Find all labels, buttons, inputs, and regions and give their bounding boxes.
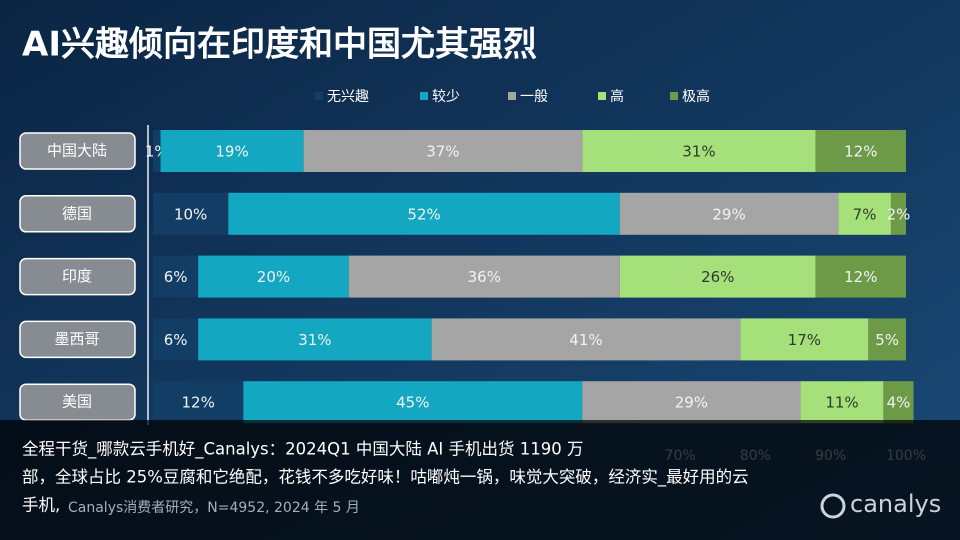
y-tick-label: 墨西哥 — [54, 330, 99, 348]
data-label: 7% — [853, 205, 877, 223]
data-label: 20% — [257, 268, 290, 286]
data-label: 17% — [788, 331, 821, 349]
data-label: 41% — [569, 331, 602, 349]
bar-segment — [153, 381, 244, 424]
bar-segment — [153, 318, 199, 361]
bar-segment — [243, 381, 583, 424]
bar-segment — [228, 192, 620, 235]
bar-segment — [582, 381, 801, 424]
data-label: 12% — [844, 143, 877, 161]
bar-segment — [815, 255, 906, 298]
bar-segment — [800, 381, 884, 424]
bar-segment — [198, 318, 432, 361]
logo-icon — [820, 493, 846, 519]
bar-segment — [198, 255, 349, 298]
bar-segment — [815, 130, 906, 172]
legend-label: 极高 — [682, 88, 710, 105]
bar-segment — [431, 318, 741, 361]
data-label: 12% — [182, 394, 215, 412]
legend-swatch — [670, 92, 678, 100]
legend-swatch — [420, 92, 428, 100]
y-tick-label: 德国 — [62, 204, 92, 222]
bar-segment — [883, 381, 914, 424]
caption-line: 全程干货_哪款云手机好_Canalys：2024Q1 中国大陆 AI 手机出货 … — [22, 440, 584, 460]
category-box — [19, 257, 136, 296]
bar-segment — [153, 255, 199, 298]
bar-segment — [303, 130, 583, 172]
bar-segment — [153, 130, 161, 172]
y-tick-label: 美国 — [62, 393, 92, 411]
data-label: 29% — [675, 394, 708, 412]
data-label: 19% — [215, 143, 248, 161]
bar-segment — [582, 130, 816, 172]
legend-label: 无兴趣 — [327, 89, 369, 105]
bar-segment — [619, 255, 816, 298]
legend-label: 一般 — [520, 89, 548, 105]
bar-segment — [619, 192, 839, 235]
caption-line: 手机, — [22, 496, 60, 515]
data-label: 45% — [396, 394, 429, 412]
data-label: 52% — [407, 205, 440, 223]
data-label: 26% — [701, 268, 734, 286]
bar-segment — [740, 318, 869, 361]
y-tick-label: 中国大陆 — [47, 142, 107, 160]
bar-segment — [868, 318, 906, 361]
legend-swatch — [508, 92, 516, 100]
data-label: 12% — [844, 268, 877, 286]
data-label: 31% — [682, 143, 715, 161]
caption-line: 部，全球占比 25%豆腐和它绝配，花钱不多吃好味！咕嘟炖一锅，味觉大突破，经济实… — [22, 468, 749, 488]
category-box — [19, 132, 136, 170]
data-label: 6% — [164, 331, 188, 349]
data-label: 6% — [164, 268, 188, 286]
legend-label: 较少 — [432, 89, 460, 105]
y-tick-label: 印度 — [62, 267, 92, 285]
data-label: 5% — [875, 331, 899, 349]
bar-segment — [890, 192, 906, 235]
bar-segment — [160, 130, 304, 172]
caption-overlay — [0, 420, 960, 540]
data-label: 4% — [887, 394, 911, 412]
data-label: 29% — [712, 205, 745, 223]
legend-label: 高 — [610, 88, 624, 105]
bar-segment — [838, 192, 891, 235]
data-label: 2% — [887, 205, 911, 223]
data-label: 10% — [174, 205, 207, 223]
bar-segment — [348, 255, 620, 298]
logo: canalys — [850, 490, 941, 518]
legend-swatch — [315, 92, 323, 100]
data-label: 37% — [426, 143, 459, 161]
data-label: 36% — [468, 268, 501, 286]
category-box — [19, 195, 136, 233]
data-label: 31% — [298, 331, 331, 349]
chart-title: AI兴趣倾向在印度和中国尤其强烈 — [22, 25, 537, 65]
source: Canalys消费者研究，N=4952, 2024 年 5 月 — [68, 500, 360, 516]
legend-swatch — [598, 92, 606, 100]
category-box — [19, 320, 136, 359]
bar-segment — [153, 192, 229, 235]
data-label: 11% — [825, 394, 858, 412]
